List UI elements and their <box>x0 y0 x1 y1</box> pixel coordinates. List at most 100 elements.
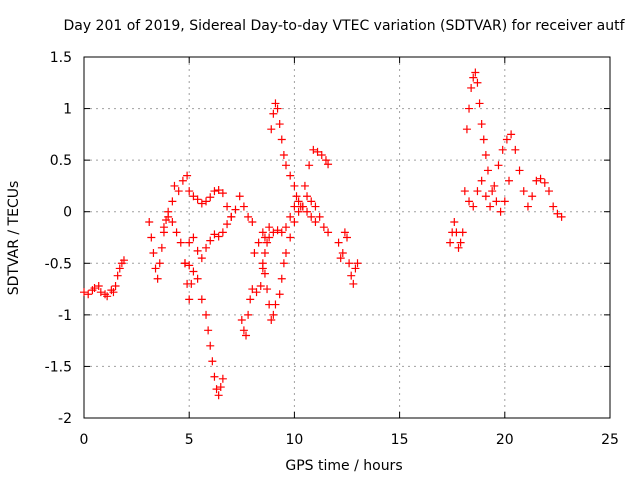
x-axis-label: GPS time / hours <box>285 458 402 474</box>
data-point <box>502 135 511 144</box>
data-point <box>174 187 183 196</box>
x-tick-labels: 0 5 10 15 20 25 <box>80 432 619 448</box>
plot-border <box>83 56 611 419</box>
data-point <box>206 341 215 350</box>
data-points <box>80 68 566 400</box>
data-point <box>277 228 286 237</box>
y-tick-label: 1 <box>63 102 72 118</box>
data-point <box>286 233 295 242</box>
data-point <box>351 264 360 273</box>
y-tick-label: -2 <box>58 411 72 427</box>
data-point <box>479 135 488 144</box>
data-point <box>159 223 168 232</box>
data-point <box>557 212 566 221</box>
data-point <box>471 68 480 77</box>
data-point <box>115 264 124 273</box>
data-point <box>460 187 469 196</box>
data-point <box>107 286 116 295</box>
data-point <box>454 243 463 252</box>
data-point <box>214 391 223 400</box>
data-point <box>286 171 295 180</box>
y-tick-label: 1.5 <box>50 50 72 66</box>
y-axis-label: SDTVAR / TECUs <box>6 181 22 296</box>
data-point <box>307 212 316 221</box>
data-point <box>258 228 267 237</box>
data-point <box>90 284 99 293</box>
data-point <box>153 274 162 283</box>
data-point <box>235 192 244 201</box>
data-point <box>147 233 156 242</box>
data-point <box>254 238 263 247</box>
data-point <box>319 223 328 232</box>
data-point <box>101 290 110 299</box>
data-point <box>279 150 288 159</box>
data-point <box>189 267 198 276</box>
data-point <box>267 125 276 134</box>
data-point <box>336 254 345 263</box>
data-point <box>275 290 284 299</box>
y-tick-label: -0.5 <box>45 256 72 272</box>
data-point <box>210 187 219 196</box>
data-point <box>212 385 221 394</box>
data-point <box>170 181 179 190</box>
data-point <box>210 230 219 239</box>
data-point <box>231 205 240 214</box>
data-point <box>218 228 227 237</box>
data-point <box>103 292 112 301</box>
data-point <box>519 187 528 196</box>
data-point <box>223 220 232 229</box>
data-point <box>80 288 88 297</box>
data-point <box>214 232 223 241</box>
data-point <box>267 316 276 325</box>
data-point <box>324 228 333 237</box>
data-point <box>281 161 290 170</box>
y-tick-label: -1 <box>58 308 72 324</box>
data-point <box>300 181 309 190</box>
data-point <box>505 176 514 185</box>
data-point <box>246 295 255 304</box>
data-point <box>252 288 261 297</box>
series-arc-10 <box>446 68 514 252</box>
data-point <box>258 259 267 268</box>
data-point <box>197 254 206 263</box>
data-point <box>239 202 248 211</box>
data-point <box>486 202 495 211</box>
data-point <box>315 212 324 221</box>
data-point <box>185 295 194 304</box>
data-point <box>189 233 198 242</box>
data-point <box>265 223 274 232</box>
data-point <box>218 189 227 198</box>
data-point <box>553 209 562 218</box>
chart-title: Day 201 of 2019, Sidereal Day-to-day VTE… <box>63 18 625 34</box>
data-point <box>446 238 455 247</box>
data-point <box>540 178 549 187</box>
series-arc-7 <box>250 99 333 257</box>
data-point <box>96 288 105 297</box>
data-point <box>465 197 474 206</box>
data-point <box>536 174 545 183</box>
data-point <box>334 238 343 247</box>
x-tick-label: 5 <box>185 432 194 448</box>
data-point <box>488 187 497 196</box>
data-point <box>477 176 486 185</box>
data-point <box>242 331 251 340</box>
data-point <box>256 281 265 290</box>
data-point <box>269 109 278 118</box>
data-point <box>500 197 509 206</box>
data-point <box>206 193 215 202</box>
data-point <box>307 197 316 206</box>
data-point <box>202 243 211 252</box>
data-point <box>523 202 532 211</box>
data-point <box>483 166 492 175</box>
data-point <box>277 135 286 144</box>
data-point <box>149 248 158 257</box>
data-point <box>298 202 307 211</box>
data-point <box>197 199 206 208</box>
x-tick-label: 20 <box>496 432 514 448</box>
data-point <box>294 197 303 206</box>
data-point <box>340 228 349 237</box>
data-point <box>155 259 164 268</box>
data-point <box>248 218 257 227</box>
data-point <box>178 176 187 185</box>
data-point <box>490 181 499 190</box>
